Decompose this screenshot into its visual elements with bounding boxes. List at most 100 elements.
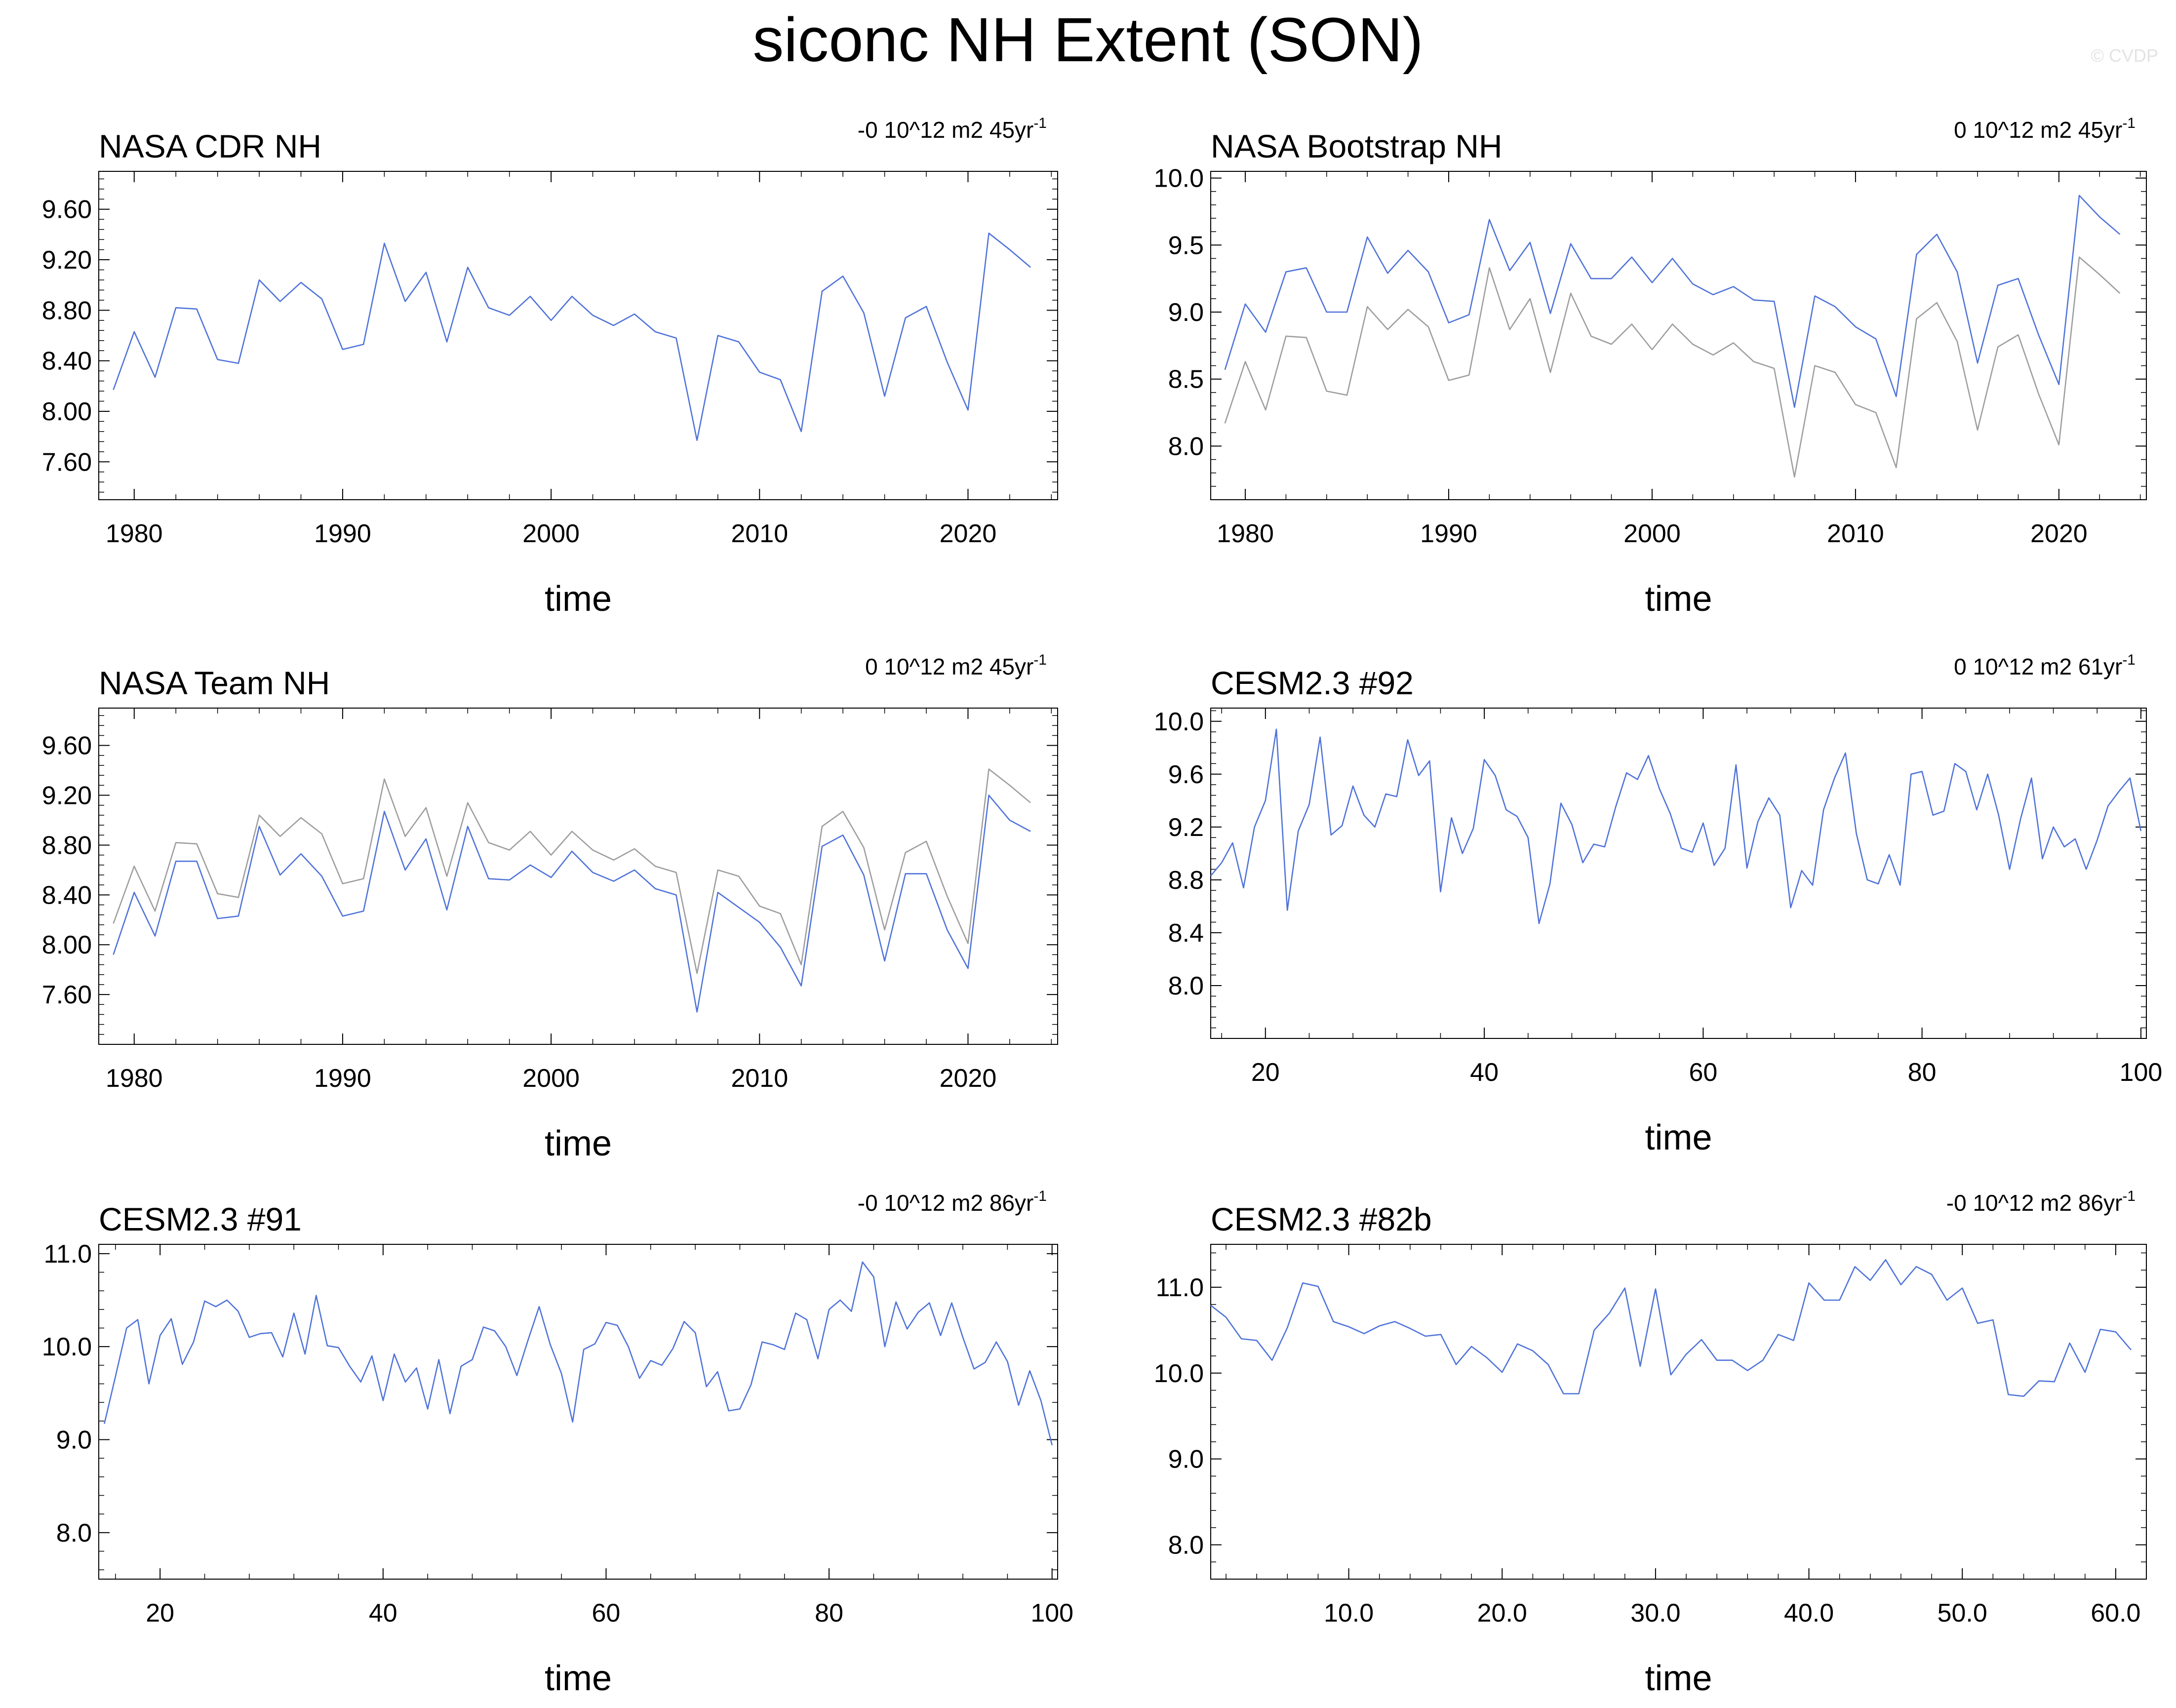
chart-panel-1: NASA CDR NH -0 10^12 m2 45yr-1 time 7.60 8.0…: [42, 115, 1058, 619]
y-tick-label: 8.40: [42, 347, 92, 376]
trend-exponent: -1: [2122, 652, 2136, 668]
x-tick-label: 1980: [1217, 519, 1274, 548]
x-tick-label: 60: [592, 1599, 621, 1628]
x-tick-label: 2000: [1623, 519, 1681, 548]
trend-exponent: -1: [1033, 115, 1047, 131]
x-axis-label: time: [545, 1659, 612, 1698]
x-axis-label: time: [1645, 579, 1712, 619]
y-tick-label: 8.4: [1168, 919, 1204, 948]
trend-exponent: -1: [2122, 1188, 2136, 1204]
panel-title: NASA Team NH: [99, 665, 330, 701]
x-tick-label: 20: [146, 1599, 174, 1628]
x-axis-label: time: [1645, 1659, 1712, 1698]
y-tick-label: 7.60: [42, 448, 92, 477]
model-series-line: [113, 794, 1031, 1013]
x-tick-label: 2020: [940, 1064, 997, 1093]
x-tick-label: 40.0: [1784, 1599, 1834, 1628]
trend-label: -0 10^12 m2 86yr-1: [1946, 1188, 2136, 1216]
x-tick-label: 80: [815, 1599, 843, 1628]
y-tick-label: 9.0: [56, 1426, 92, 1455]
model-series-line: [104, 1261, 1053, 1446]
model-series-line: [1210, 1259, 2132, 1397]
y-tick-label: 8.8: [1168, 866, 1204, 895]
x-tick-label: 80: [1908, 1058, 1937, 1087]
y-tick-label: 8.80: [42, 831, 92, 860]
y-tick-label: 8.0: [1168, 1531, 1204, 1559]
y-tick-label: 8.80: [42, 296, 92, 325]
y-tick-label: 8.0: [1168, 432, 1204, 461]
panel-title: CESM2.3 #92: [1211, 665, 1414, 701]
chart-panel-6: CESM2.3 #82b -0 10^12 m2 86yr-1 time 8.0 9.0…: [1154, 1188, 2147, 1698]
x-tick-label: 10.0: [1324, 1599, 1374, 1628]
x-tick-label: 40: [1470, 1058, 1499, 1087]
y-tick-label: 8.00: [42, 931, 92, 959]
trend-exponent: -1: [2122, 115, 2136, 131]
plot-frame: [1210, 1244, 2147, 1580]
x-tick-label: 2010: [731, 1064, 788, 1093]
x-axis-label: time: [545, 579, 612, 619]
x-tick-label: 2010: [1827, 519, 1884, 548]
chart-panel-4: CESM2.3 #92 0 10^12 m2 61yr-1 time 8.0 8.4 8.…: [1154, 652, 2163, 1157]
y-tick-label: 9.5: [1168, 231, 1204, 260]
x-tick-label: 1980: [106, 519, 163, 548]
chart-panel-3: NASA Team NH 0 10^12 m2 45yr-1 time 7.60 8.0…: [42, 652, 1058, 1163]
watermark: © CVDP: [2091, 45, 2158, 66]
x-tick-label: 60: [1689, 1058, 1717, 1087]
y-tick-label: 9.0: [1168, 298, 1204, 327]
y-tick-label: 10.0: [1154, 1359, 1204, 1388]
y-tick-label: 9.60: [42, 196, 92, 224]
chart-panel-2: NASA Bootstrap NH 0 10^12 m2 45yr-1 time 8.…: [1154, 115, 2147, 619]
x-tick-label: 2000: [522, 1064, 580, 1093]
x-tick-label: 1980: [106, 1064, 163, 1093]
panel-title: NASA CDR NH: [99, 128, 321, 164]
y-tick-label: 8.00: [42, 397, 92, 426]
y-tick-label: 9.60: [42, 732, 92, 760]
trend-label: 0 10^12 m2 45yr-1: [1954, 115, 2136, 143]
x-tick-label: 1990: [314, 1064, 371, 1093]
plot-frame: [98, 708, 1058, 1045]
x-tick-label: 20: [1251, 1058, 1280, 1087]
model-series-line: [1224, 195, 2121, 408]
panel-title: NASA Bootstrap NH: [1211, 128, 1503, 164]
x-tick-label: 1990: [1420, 519, 1477, 548]
x-tick-label: 2000: [522, 519, 580, 548]
page-title: siconc NH Extent (SON): [752, 5, 1424, 75]
panel-title: CESM2.3 #91: [99, 1201, 302, 1237]
y-tick-label: 10.0: [1154, 164, 1204, 193]
y-tick-label: 9.2: [1168, 813, 1204, 842]
y-tick-label: 10.0: [1154, 708, 1204, 736]
y-tick-label: 11.0: [1156, 1273, 1204, 1302]
plot-frame: [1210, 708, 2147, 1039]
y-tick-label: 10.0: [42, 1333, 92, 1361]
y-tick-label: 7.60: [42, 981, 92, 1009]
reference-series-line: [1224, 256, 2121, 478]
trend-exponent: -1: [1033, 1188, 1047, 1204]
x-tick-label: 2020: [2030, 519, 2088, 548]
x-tick-label: 2020: [940, 519, 997, 548]
trend-label: -0 10^12 m2 45yr-1: [858, 115, 1047, 143]
y-tick-label: 11.0: [44, 1240, 92, 1269]
y-tick-label: 8.0: [1168, 972, 1204, 1000]
reference-series-line: [113, 768, 1031, 974]
chart-panel-5: CESM2.3 #91 -0 10^12 m2 86yr-1 time 8.0 9.0 1…: [42, 1188, 1073, 1698]
x-tick-label: 40: [369, 1599, 397, 1628]
model-series-line: [113, 233, 1031, 441]
x-tick-label: 50.0: [1938, 1599, 1987, 1628]
y-tick-label: 8.0: [56, 1519, 92, 1548]
trend-label: -0 10^12 m2 86yr-1: [858, 1188, 1047, 1216]
x-tick-label: 2010: [731, 519, 788, 548]
x-axis-label: time: [1645, 1118, 1712, 1157]
y-tick-label: 8.40: [42, 881, 92, 910]
y-tick-label: 9.6: [1168, 760, 1204, 789]
y-tick-label: 9.20: [42, 246, 92, 275]
y-tick-label: 9.20: [42, 782, 92, 810]
trend-label: 0 10^12 m2 61yr-1: [1954, 652, 2136, 679]
y-tick-label: 9.0: [1168, 1445, 1204, 1474]
trend-exponent: -1: [1033, 652, 1047, 668]
x-tick-label: 30.0: [1630, 1599, 1680, 1628]
y-tick-label: 8.5: [1168, 365, 1204, 394]
x-tick-label: 100: [1030, 1599, 1073, 1628]
x-tick-label: 1990: [314, 519, 371, 548]
plot-frame: [1210, 171, 2147, 500]
